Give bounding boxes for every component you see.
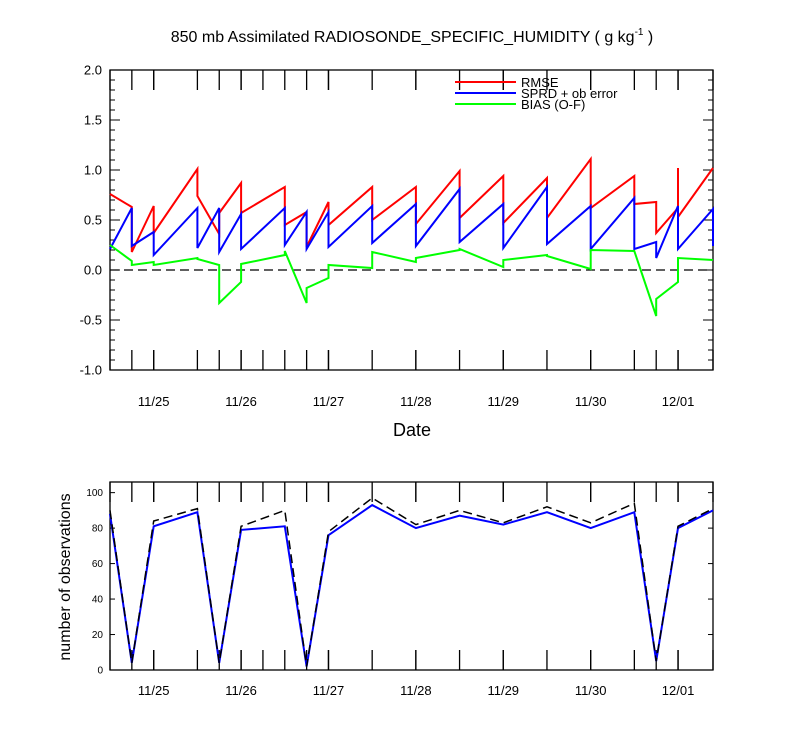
y-tick-label: 20: [92, 630, 104, 641]
y-tick-label: 0.0: [84, 263, 102, 278]
chart-title: 850 mb Assimilated RADIOSONDE_SPECIFIC_H…: [171, 27, 654, 46]
series-line-sprd-ob-error: [109, 183, 714, 259]
y-tick-label: 40: [92, 595, 104, 606]
x-tick-label: 11/29: [487, 394, 519, 409]
x-tick-label: 11/25: [138, 394, 170, 409]
y-tick-label: 100: [86, 488, 103, 499]
x-tick-label: 11/25: [138, 683, 170, 698]
x-tick-label: 11/29: [487, 683, 519, 698]
x-tick-label: 11/27: [313, 683, 345, 698]
legend-label: RMSE: [521, 75, 559, 90]
x-tick-label: 12/01: [662, 394, 695, 409]
y-axis-label: number of observations: [57, 493, 74, 660]
x-tick-label: 11/28: [400, 683, 432, 698]
x-axis-label: Date: [393, 420, 431, 440]
series-line-rmse: [109, 155, 714, 253]
x-tick-label: 11/28: [400, 394, 432, 409]
top-panel: -1.0 -0.5 0.0 0.5 1.0 1.5 2.0 11/25 11/26 11/27 11…: [80, 63, 714, 409]
y-tick-label: 60: [92, 559, 104, 570]
plot-frame: [109, 69, 714, 371]
legend-label: BIAS (O-F): [521, 97, 585, 112]
x-tick-label: 12/01: [662, 683, 695, 698]
y-tick-label: 1.0: [84, 163, 102, 178]
y-tick-label: -1.0: [80, 363, 102, 378]
y-tick-label: -0.5: [80, 313, 102, 328]
series-line-possible: [109, 497, 714, 667]
y-tick-label: 2.0: [84, 63, 102, 78]
series-line-bias-o-f: [109, 244, 714, 317]
x-tick-label: 11/30: [575, 394, 607, 409]
x-tick-label: 11/26: [225, 683, 257, 698]
y-tick-label: 0: [97, 666, 103, 677]
legend-label: SPRD + ob error: [521, 86, 618, 101]
y-tick-label: 1.5: [84, 113, 102, 128]
bottom-panel: 0 20 40 60 80 100 11/25 11/26 11/27 11/28 11/29 11/…: [86, 481, 714, 698]
y-tick-label: 0.5: [84, 213, 102, 228]
y-tick-label: 80: [92, 524, 104, 535]
plot-frame: [109, 481, 714, 671]
series-line-assimilated: [109, 503, 714, 667]
x-tick-label: 11/26: [225, 394, 257, 409]
x-tick-label: 11/27: [313, 394, 345, 409]
x-tick-label: 11/30: [575, 683, 607, 698]
